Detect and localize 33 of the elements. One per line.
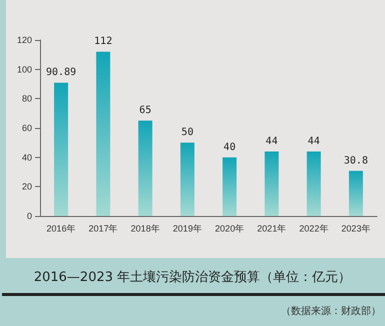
bar — [222, 157, 237, 216]
bar — [138, 120, 152, 216]
y-tick-label: 60 — [22, 123, 32, 133]
y-tick-label: 40 — [22, 152, 32, 162]
bar — [54, 82, 68, 216]
y-tick-label: 120 — [16, 35, 32, 45]
bar — [264, 151, 279, 216]
x-tick-label: 2020年 — [215, 224, 244, 234]
x-tick-label: 2017年 — [88, 224, 118, 234]
text: （数据来源：财政部） — [281, 304, 381, 318]
data-label: 30.8 — [344, 155, 368, 166]
data-label: 65 — [139, 105, 152, 116]
y-tick-label: 100 — [16, 64, 32, 74]
data-label: 44 — [308, 136, 320, 147]
x-tick-label: 2023年 — [341, 224, 370, 234]
bar — [180, 142, 194, 216]
bar — [348, 170, 363, 216]
x-tick-label: 2019年 — [172, 224, 202, 234]
x-tick-label: 2018年 — [130, 224, 160, 234]
x-tick-label: 2021年 — [257, 224, 286, 234]
data-label: 112 — [94, 36, 112, 48]
x-tick-label: 2016年 — [46, 224, 76, 234]
y-tick-label: 80 — [22, 94, 32, 104]
data-label: 90.89 — [46, 67, 76, 78]
data-label: 40 — [224, 142, 236, 153]
x-tick-label: 2022年 — [299, 224, 328, 234]
data-label: 50 — [181, 127, 194, 138]
bar — [306, 151, 321, 216]
text: 2016—2023 年土壤污染防治资金预算（单位：亿元） — [32, 269, 352, 286]
bar — [96, 52, 110, 216]
y-tick-label: 0 — [26, 211, 32, 221]
y-tick-label: 20 — [22, 182, 32, 192]
data-label: 44 — [266, 136, 278, 147]
